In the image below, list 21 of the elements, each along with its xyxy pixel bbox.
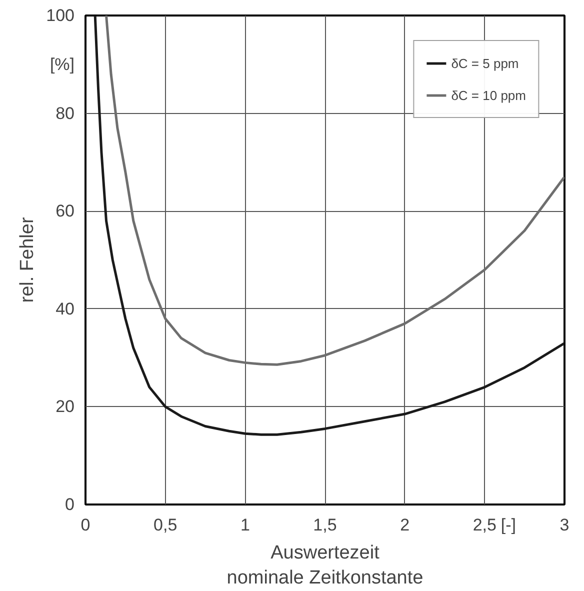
x-tick-label: 2,5 xyxy=(472,516,496,534)
x-axis-title: Auswertezeit nominale Zeitkonstante xyxy=(226,542,424,589)
x-tick-label: 0,5 xyxy=(154,516,178,534)
y-tick-label: 0 xyxy=(65,495,75,514)
legend-label: δC = 5 ppm xyxy=(451,56,519,70)
y-tick-label: 100 xyxy=(46,6,75,25)
y-tick-label: 80 xyxy=(56,104,75,123)
x-tick-label: 2 xyxy=(400,516,410,534)
x-tick-label: 3 xyxy=(560,516,570,534)
line-series xyxy=(94,16,564,436)
x-tick-label: 1,5 xyxy=(313,516,337,534)
line-series xyxy=(105,16,564,366)
x-tick-label: 0 xyxy=(80,516,90,534)
y-axis-title: rel. Fehler xyxy=(17,216,38,303)
text: [%] xyxy=(50,54,74,74)
x-tick-label: 1 xyxy=(240,516,250,534)
text: [-] xyxy=(500,516,516,534)
y-tick-label: 20 xyxy=(56,397,75,416)
y-tick-label: 40 xyxy=(56,299,75,318)
y-tick-label: 60 xyxy=(56,202,75,221)
legend-label: δC = 10 ppm xyxy=(451,88,526,102)
